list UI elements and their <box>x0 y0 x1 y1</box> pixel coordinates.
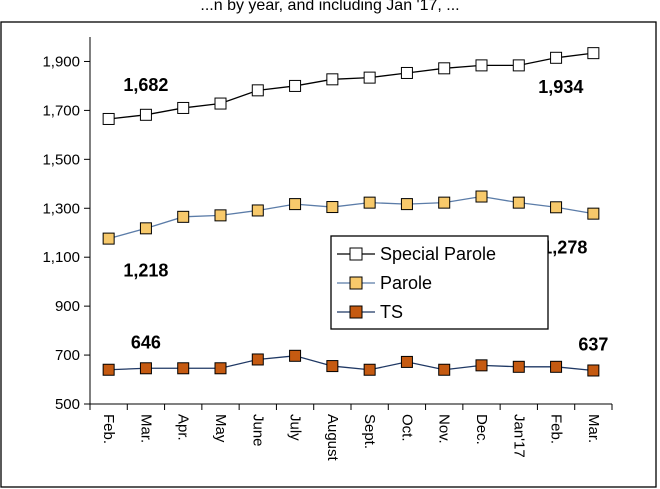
x-tick-label: June <box>249 414 266 447</box>
data-point <box>102 232 115 245</box>
y-tick-label: 900 <box>55 298 80 315</box>
x-tick-label: Oct. <box>398 414 415 442</box>
x-tick-label: Feb. <box>548 414 565 444</box>
data-point <box>289 79 302 92</box>
data-point <box>363 363 376 376</box>
data-point <box>475 59 488 72</box>
legend-entry: TS <box>337 302 403 322</box>
legend-marker <box>349 276 363 290</box>
series-line <box>108 355 594 372</box>
x-tick-label: Mar. <box>137 414 154 443</box>
y-tick-label: 1,300 <box>42 200 80 217</box>
y-tick-label: 500 <box>55 396 80 413</box>
data-point <box>400 198 413 211</box>
data-point <box>326 73 339 86</box>
data-point <box>214 362 227 375</box>
y-tick-label: 1,500 <box>42 151 80 168</box>
data-point <box>512 196 525 209</box>
data-point <box>363 71 376 84</box>
data-labels: 1,682 1,934 1,218 1,278 646 637 <box>123 75 608 355</box>
series-2 <box>102 190 600 245</box>
legend-entry: Parole <box>337 273 432 293</box>
data-point <box>251 353 264 366</box>
series-1 <box>102 47 600 125</box>
x-tick-label: Sept. <box>361 414 378 449</box>
x-tick-label: July <box>287 414 304 441</box>
data-point <box>475 359 488 372</box>
legend-marker <box>349 247 363 261</box>
data-point <box>177 362 190 375</box>
data-point <box>550 360 563 373</box>
x-tick-label: Nov. <box>436 414 453 444</box>
chart-title-fragment: ...n by year, and including Jan '17, ... <box>200 0 459 14</box>
data-point <box>139 108 152 121</box>
series-3 <box>102 349 600 377</box>
data-point <box>363 196 376 209</box>
data-label: 1,218 <box>123 260 168 280</box>
x-tick-label: May <box>212 414 229 443</box>
data-label: 1,278 <box>542 238 587 258</box>
x-tick-label: Feb. <box>100 414 117 444</box>
data-point <box>177 210 190 223</box>
x-tick-label: Mar. <box>585 414 602 443</box>
data-point <box>550 51 563 64</box>
series-line <box>108 52 594 120</box>
data-point <box>550 201 563 214</box>
x-tick-label: August <box>324 414 341 462</box>
chart-frame <box>0 21 657 488</box>
data-point <box>326 201 339 214</box>
data-point <box>438 363 451 376</box>
data-point <box>512 59 525 72</box>
data-point <box>139 222 152 235</box>
data-point <box>289 198 302 211</box>
data-point <box>289 349 302 362</box>
data-point <box>251 204 264 217</box>
data-point <box>587 47 600 60</box>
x-tick-label: Apr. <box>175 414 192 441</box>
data-point <box>400 66 413 79</box>
x-tick-label: Jan'17 <box>510 414 527 458</box>
data-point <box>475 190 488 203</box>
legend-label: TS <box>380 302 403 322</box>
data-point <box>214 209 227 222</box>
data-point <box>587 364 600 377</box>
data-label: 646 <box>131 332 161 352</box>
data-point <box>438 62 451 75</box>
y-tick-label: 1,100 <box>42 249 80 266</box>
data-label: 1,682 <box>123 75 168 95</box>
data-point <box>139 362 152 375</box>
y-tick-label: 700 <box>55 347 80 364</box>
legend-marker <box>349 305 363 319</box>
data-point <box>102 112 115 125</box>
y-tick-label: 1,900 <box>42 53 80 70</box>
series-layer <box>102 47 600 377</box>
data-point <box>251 84 264 97</box>
data-point <box>512 360 525 373</box>
data-point <box>177 101 190 114</box>
data-point <box>214 97 227 110</box>
data-point <box>587 207 600 220</box>
data-label: 1,934 <box>538 77 583 97</box>
data-point <box>102 363 115 376</box>
data-point <box>400 355 413 368</box>
legend-entry: Special Parole <box>337 244 496 264</box>
legend-label: Special Parole <box>380 244 496 264</box>
data-label: 637 <box>578 334 608 354</box>
axes: 500 700 900 1,100 1,300 1,500 1,700 1,900 Feb. Ma… <box>42 37 613 462</box>
y-tick-label: 1,700 <box>42 102 80 119</box>
legend: Special Parole Parole TS <box>330 235 549 330</box>
series-line <box>108 195 594 240</box>
data-point <box>438 196 451 209</box>
x-tick-label: Dec. <box>473 414 490 445</box>
legend-label: Parole <box>380 273 432 293</box>
data-point <box>326 360 339 373</box>
